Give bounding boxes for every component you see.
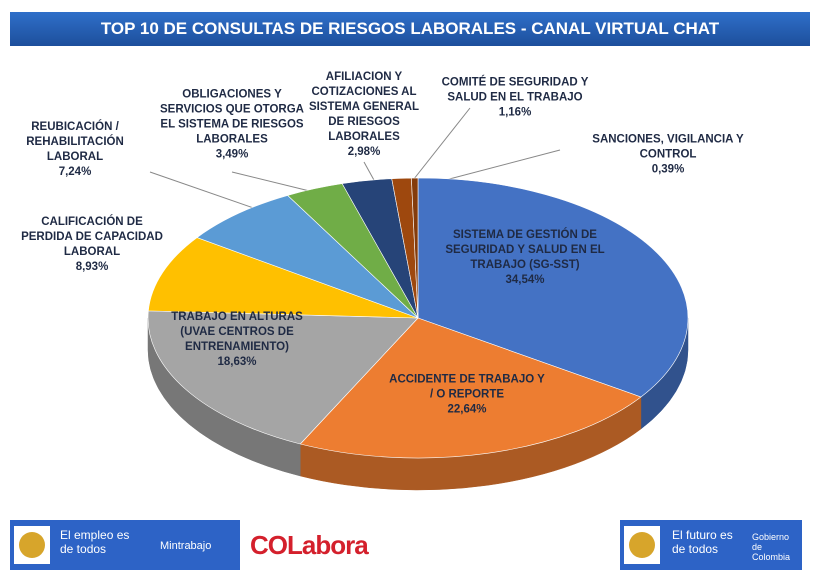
category-name: TRABAJO EN ALTURAS (UVAE CENTROS DE ENTR…: [171, 311, 303, 353]
value-label: 2,98%: [347, 146, 381, 158]
pie-slice: [148, 237, 419, 319]
category-name: SISTEMA DE GESTIÓN DE SEGURIDAD Y SALUD …: [445, 229, 605, 271]
slice-label: CALIFICACIÓN DE PERDIDA DE CAPACIDAD LAB…: [17, 215, 167, 275]
slice-label: TRABAJO EN ALTURAS (UVAE CENTROS DE ENTR…: [162, 310, 312, 370]
category-name: CALIFICACIÓN DE PERDIDA DE CAPACIDAD LAB…: [21, 216, 163, 258]
value-label: 3,49%: [215, 148, 249, 161]
pie-slice: [411, 177, 419, 319]
slice-label: SANCIONES, VIGILANCIA Y CONTROL 0,39%: [583, 133, 753, 178]
category-name: AFILIACION Y COTIZACIONES AL SISTEMA GEN…: [308, 71, 420, 143]
leader-line: [149, 171, 266, 213]
shield-emblem: [19, 532, 45, 558]
category-name: ACCIDENTE DE TRABAJO Y / O REPORTE: [389, 373, 545, 401]
slice-label: COMITÉ DE SEGURIDAD Y SALUD EN EL TRABAJ…: [433, 76, 598, 121]
slice-label: OBLIGACIONES Y SERVICIOS QUE OTORGA EL S…: [155, 88, 310, 163]
footer-brand: COLabora: [250, 530, 369, 560]
slice-label: ACCIDENTE DE TRABAJO Y / O REPORTE 22,64%: [387, 373, 547, 418]
slice-top: [196, 195, 419, 319]
slice-top: [417, 177, 689, 398]
slice-top: [147, 310, 419, 445]
value-label: 22,64%: [447, 403, 487, 416]
chart-title: TOP 10 DE CONSULTAS DE RIESGOS LABORALES…: [10, 12, 810, 46]
value-label: 0,39%: [651, 163, 685, 176]
footer-entity: Mintrabajo: [160, 540, 212, 552]
pie-slice: [417, 177, 689, 430]
value-label: 1,16%: [498, 106, 532, 119]
category-name: SANCIONES, VIGILANCIA Y CONTROL: [592, 133, 744, 161]
value-label: 34,54%: [505, 274, 545, 286]
category-name: COMITÉ DE SEGURIDAD Y SALUD EN EL TRABAJ…: [441, 76, 589, 104]
footer-slogan: El futuro es de todos: [672, 528, 733, 556]
value-label: 8,93%: [75, 261, 109, 273]
footer-slogan: El empleo es de todos: [60, 528, 130, 556]
leader-line: [405, 107, 471, 190]
category-name: REUBICACIÓN / REHABILITACIÓN LABORAL: [26, 121, 124, 163]
footer-entity: Gobierno de Colombia: [752, 532, 791, 562]
pie-slice: [147, 310, 419, 477]
shield-emblem: [629, 532, 655, 558]
slice-label: SISTEMA DE GESTIÓN DE SEGURIDAD Y SALUD …: [438, 228, 613, 288]
slice-top: [148, 237, 419, 319]
slice-top: [411, 177, 419, 319]
pie-slice: [196, 195, 419, 319]
value-label: 7,24%: [58, 166, 92, 178]
value-label: 18,63%: [217, 356, 257, 368]
category-name: OBLIGACIONES Y SERVICIOS QUE OTORGA EL S…: [160, 88, 304, 146]
slice-label: AFILIACION Y COTIZACIONES AL SISTEMA GEN…: [302, 70, 427, 160]
slice-label: REUBICACIÓN / REHABILITACIÓN LABORAL 7,24…: [10, 120, 140, 180]
